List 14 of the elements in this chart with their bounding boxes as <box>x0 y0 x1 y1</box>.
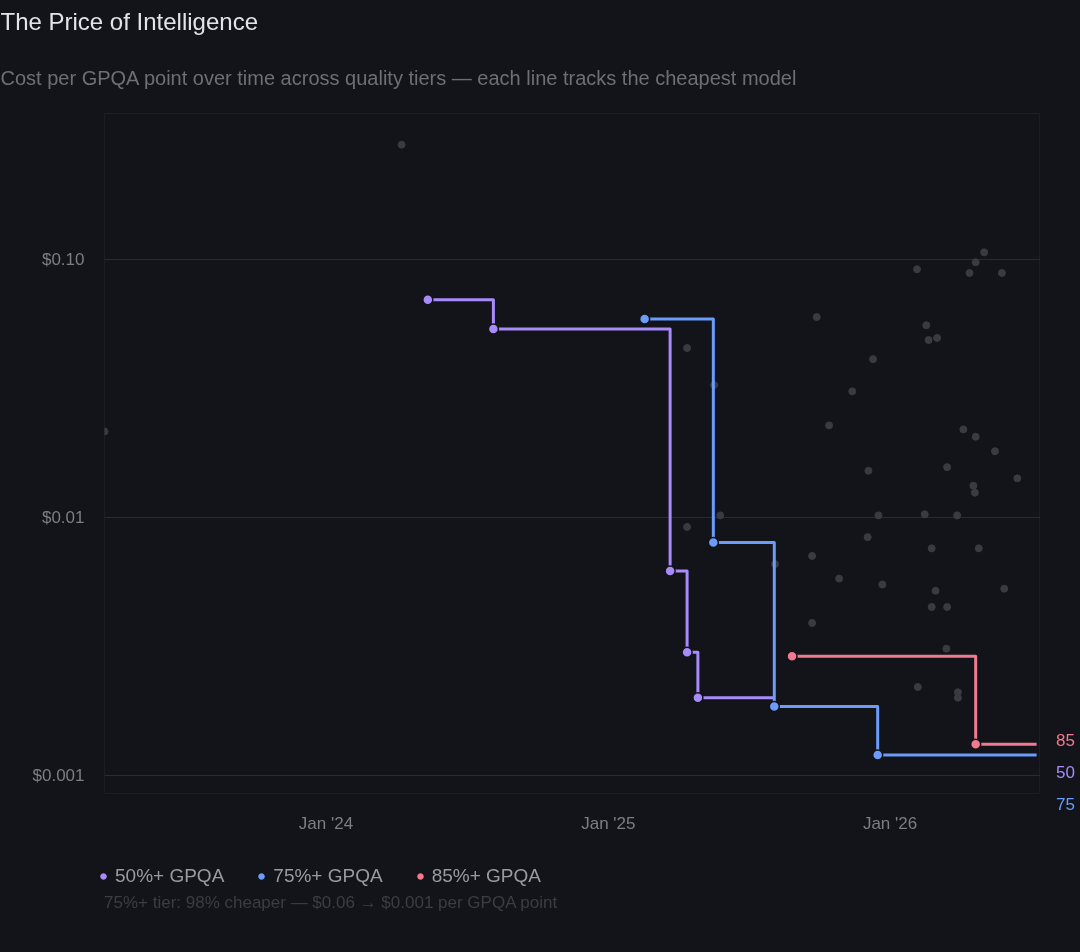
x-tick-label: Jan '26 <box>862 813 918 833</box>
y-tick-label: $0.10 <box>41 250 85 270</box>
x-tick-label: Jan '25 <box>581 813 636 833</box>
y-tick-label: $0.01 <box>41 508 85 528</box>
text: 75 <box>1056 794 1075 816</box>
chart-subtitle: Cost per GPQA point over time across quality tiers — each line tracks the cheapest model <box>0 66 797 89</box>
text: 50 <box>1056 762 1075 784</box>
y-tick-label: $0.001 <box>32 765 85 785</box>
legend-label: 85%+ GPQA <box>431 865 541 887</box>
legend-label: 50%+ GPQA <box>115 865 225 887</box>
text: 85 <box>1056 730 1075 752</box>
legend-label: 75%+ GPQA <box>273 865 383 887</box>
chart-title: The Price of Intelligence <box>0 7 258 35</box>
x-tick-label: Jan '24 <box>298 813 354 833</box>
